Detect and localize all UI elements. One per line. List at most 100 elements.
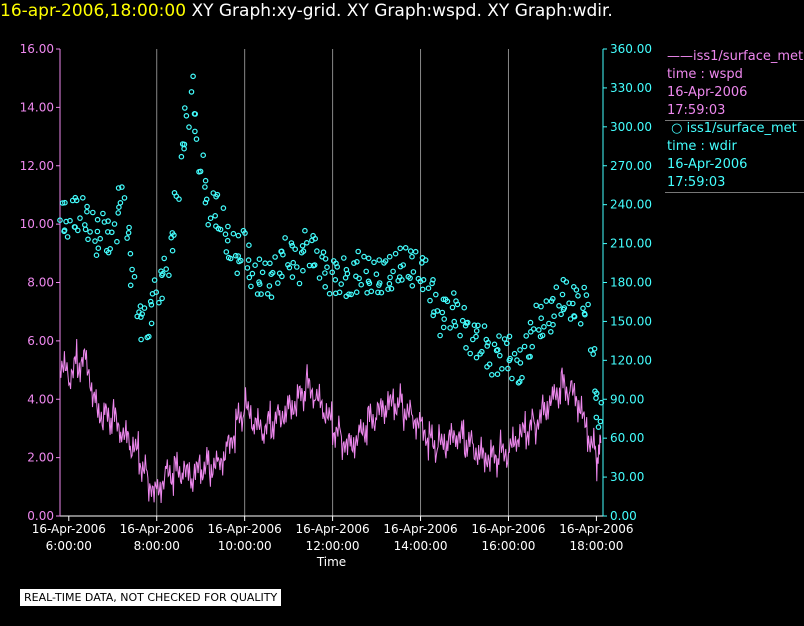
wdir-point [593,390,600,397]
wdir-point [517,360,524,366]
wdir-point [282,235,288,241]
wdir-point [527,319,534,326]
wdir-point [116,204,122,211]
wdir-point [397,245,404,252]
wdir-point [289,242,296,249]
wdir-point [356,275,362,282]
wdir-point [567,316,574,322]
wdir-point [190,73,196,80]
wdir-point [121,195,128,201]
wdir-point [503,340,510,347]
wdir-point [171,232,177,238]
wdir-point [334,264,341,270]
wdir-point [402,245,409,251]
wdir-point [515,379,522,386]
wdir-point [138,314,144,320]
wdir-point [256,256,263,263]
wdir-point [454,301,461,308]
wdir-point [422,257,429,263]
y-left-tick-label: 10.00 [20,217,54,231]
wdir-point [346,291,352,298]
wdir-point [156,299,162,306]
wdir-point [148,320,155,327]
wdir-point [107,246,114,252]
wdir-point [84,208,90,215]
y-right-tick-label: 60.00 [610,431,644,445]
wdir-point [485,339,491,346]
wdir-point [82,222,88,228]
wdir-point [569,300,576,307]
wdir-point [386,280,393,287]
wdir-point [469,336,476,343]
wdir-point [299,243,306,249]
wdir-point [530,326,537,332]
wdir-point [220,205,227,211]
wdir-point [378,289,385,296]
wdir-point [475,322,481,329]
wdir-point [412,248,419,255]
wdir-point [563,279,570,285]
wdir-point [597,418,604,425]
wdir-point [314,248,320,254]
wdir-point [285,261,291,268]
legend-wdir-time: 17:59:03 [667,175,726,190]
x-tick-date: 16-Apr-2006 [471,522,545,536]
wdir-point [67,217,73,224]
wdir-point [259,269,266,276]
wdir-point [148,301,155,308]
y-left-tick-label: 0.00 [27,509,54,523]
y-right-tick-label: 150.00 [610,314,652,328]
wdir-point [131,273,138,280]
wdir-point [186,124,192,130]
wdir-point [207,215,214,222]
y-right-tick-label: 270.00 [610,159,652,173]
wdir-point [420,276,427,283]
wdir-point [300,267,306,274]
y-right-tick-label: 360.00 [610,42,652,56]
wdir-point [386,253,393,260]
wdir-point [268,294,275,301]
wdir-point [244,265,251,271]
wdir-point [400,262,407,268]
wdir-point [368,288,375,295]
wdir-point [471,322,478,329]
wdir-point [303,240,310,246]
wdir-point [115,185,122,191]
wdir-point [409,282,416,289]
wdir-point [514,357,520,363]
legend-wdir: ○ iss1/surface_met time : wdir 16-Apr-20… [665,120,804,192]
wdir-point [519,374,525,381]
wdir-point [463,344,469,351]
wdir-point [432,291,439,298]
wdir-point [61,227,68,234]
y-left-tick-label: 14.00 [20,100,54,114]
wdir-point [127,250,134,257]
wdir-point [117,200,124,206]
legend-wspd-date: 16-Apr-2006 [667,85,748,100]
wdir-point [264,290,271,297]
wdir-point [72,224,78,230]
wdir-point [376,257,383,263]
wdir-point [430,276,436,283]
wdir-point [449,304,456,311]
wdir-point [296,280,303,287]
wdir-point [484,363,490,370]
wdir-point [141,305,148,311]
wdir-point [527,353,533,360]
wdir-point [92,238,98,244]
wdir-point [280,251,286,258]
wdir-point [72,194,79,201]
wdir-point [447,325,453,331]
legend-divider [665,192,804,193]
y-left-tick-label: 12.00 [20,159,54,173]
wdir-point [160,270,166,277]
wdir-point [523,333,530,339]
x-tick-date: 16-Apr-2006 [559,522,633,536]
wdir-point [324,264,330,271]
y-right-tick-label: 240.00 [610,198,652,212]
wdir-point [387,274,393,281]
wdir-point [329,269,336,276]
wdir-point [353,289,360,296]
wdir-point [425,285,432,292]
wdir-point [407,275,413,281]
